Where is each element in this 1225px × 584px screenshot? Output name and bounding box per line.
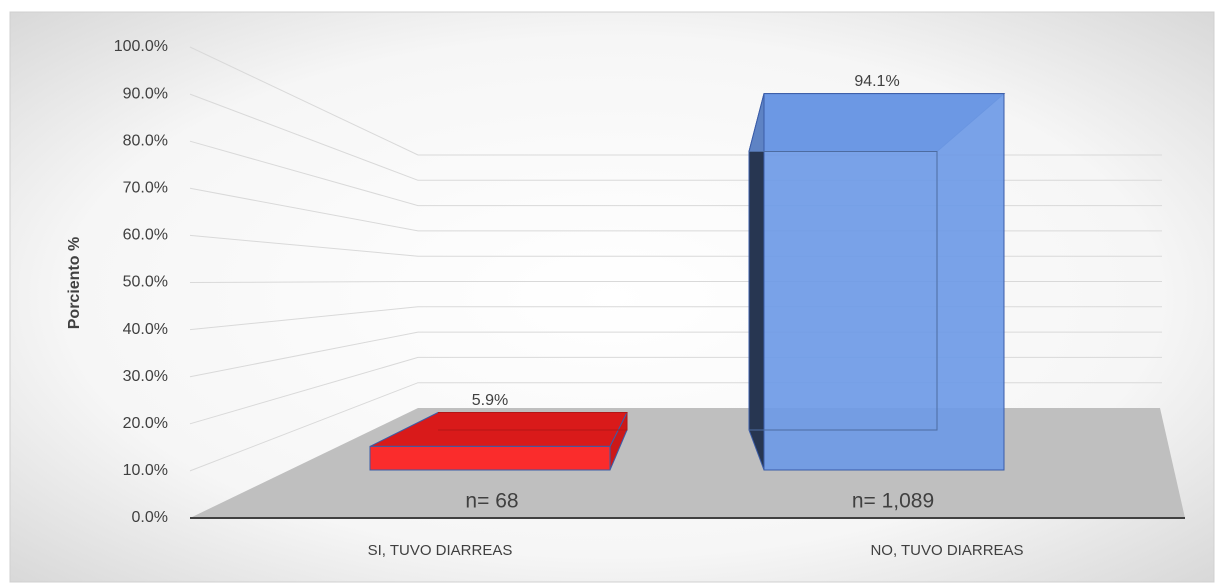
y-tick-label: 100.0%: [114, 38, 168, 55]
y-tick-label: 10.0%: [123, 462, 168, 479]
annotation: n= 1,089: [852, 490, 934, 513]
annotation: n= 68: [465, 490, 518, 513]
bar-front: [369, 445, 611, 471]
x-tick-label: SI, TUVO DIARREAS: [368, 542, 513, 559]
y-tick-label: 20.0%: [123, 415, 168, 432]
y-tick-label: 50.0%: [123, 274, 168, 291]
y-tick-label: 70.0%: [123, 180, 168, 197]
y-tick-label: 60.0%: [123, 227, 168, 244]
bar-back-edge: [749, 150, 938, 431]
value-label: 5.9%: [472, 392, 508, 409]
y-tick-label: 90.0%: [123, 85, 168, 102]
y-tick-label: 0.0%: [132, 509, 168, 526]
value-label: 94.1%: [854, 73, 899, 90]
y-tick-label: 40.0%: [123, 321, 168, 338]
x-tick-label: NO, TUVO DIARREAS: [870, 542, 1023, 559]
bar-front: [763, 93, 1005, 471]
y-axis-label: Porciento %: [66, 237, 83, 329]
y-tick-label: 30.0%: [123, 368, 168, 385]
bar-back-edge: [438, 412, 628, 431]
y-tick-label: 80.0%: [123, 132, 168, 149]
